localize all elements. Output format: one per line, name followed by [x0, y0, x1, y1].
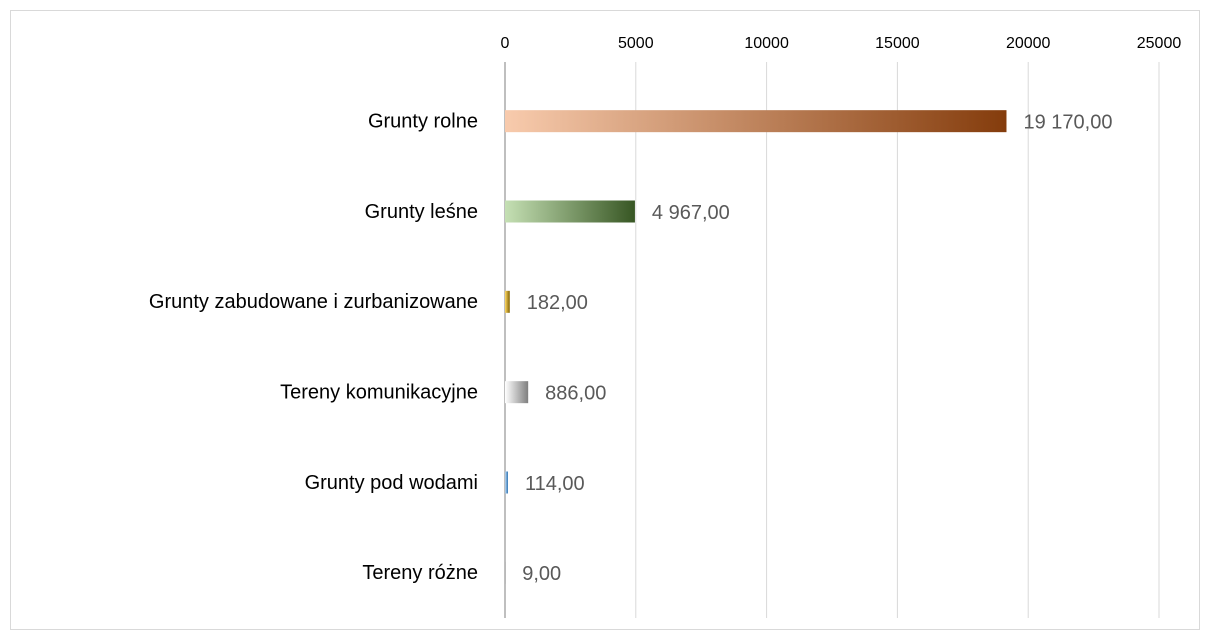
x-tick-label: 20000 — [1006, 35, 1051, 52]
chart-frame — [10, 10, 1200, 630]
bar — [505, 381, 529, 404]
x-tick-label: 10000 — [744, 35, 789, 52]
data-label: 114,00 — [525, 473, 585, 495]
y-tick-label: Grunty leśne — [365, 201, 478, 223]
bar — [505, 290, 510, 313]
data-label: 4 967,00 — [652, 202, 730, 224]
y-tick-label: Grunty rolne — [368, 110, 478, 132]
data-label: 886,00 — [545, 382, 606, 404]
x-tick-label: 5000 — [618, 35, 654, 52]
bar — [505, 110, 1007, 133]
y-tick-label: Tereny różne — [362, 562, 478, 584]
y-tick-label: Grunty zabudowane i zurbanizowane — [149, 291, 478, 313]
y-tick-label: Grunty pod wodami — [305, 472, 478, 494]
x-tick-label: 25000 — [1137, 35, 1182, 52]
data-label: 9,00 — [522, 563, 561, 585]
y-tick-label: Tereny komunikacyjne — [280, 381, 478, 403]
data-label: 19 170,00 — [1023, 111, 1112, 133]
x-tick-label: 0 — [501, 35, 510, 52]
bar — [505, 200, 635, 223]
data-label: 182,00 — [527, 292, 588, 314]
bar — [505, 471, 508, 494]
x-tick-label: 15000 — [875, 35, 920, 52]
